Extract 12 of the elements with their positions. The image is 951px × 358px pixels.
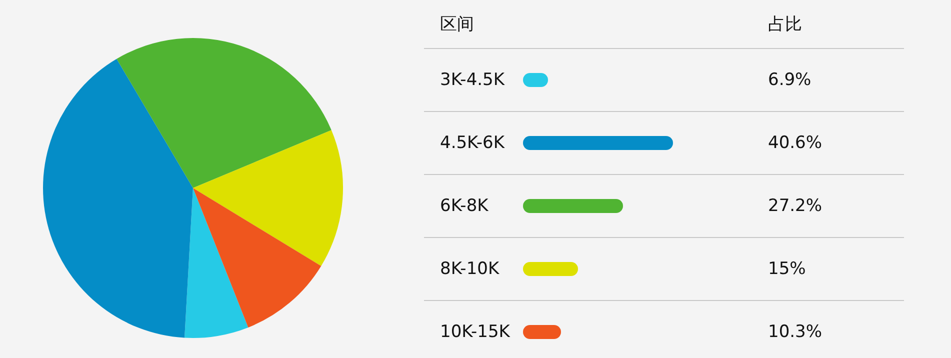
legend-label: 3K-4.5K — [440, 70, 504, 90]
legend-label: 6K-8K — [440, 196, 488, 216]
data-label: 15% — [768, 259, 806, 279]
text: 区间 — [440, 14, 474, 36]
data-label: 27.2% — [768, 196, 822, 216]
data-label: 6.9% — [768, 70, 812, 90]
data-label: 40.6% — [768, 133, 822, 153]
legend-label: 4.5K-6K — [440, 133, 504, 153]
data-label: 10.3% — [768, 322, 822, 342]
text: 占比 — [768, 14, 802, 36]
legend-label: 10K-15K — [440, 322, 510, 342]
legend-label: 8K-10K — [440, 259, 500, 279]
